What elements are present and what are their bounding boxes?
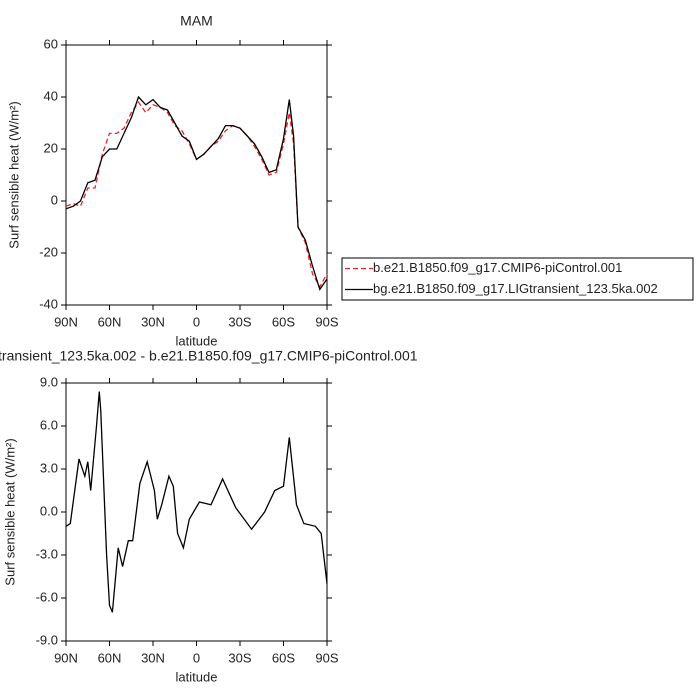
x-tick-label: 90S: [315, 314, 338, 329]
series-line: [65, 391, 328, 613]
x-tick-label: 30N: [141, 314, 165, 329]
x-axis-label: latitude: [176, 669, 218, 684]
y-tick-label: -6.0: [36, 589, 58, 604]
y-axis-label: Surf sensible heat (W/m²): [2, 438, 17, 585]
y-tick-label: 9.0: [40, 374, 58, 389]
x-tick-label: 90N: [54, 314, 78, 329]
x-tick-label: 60N: [98, 650, 122, 665]
y-tick-label: 0.0: [40, 503, 58, 518]
x-tick-label: 30N: [141, 650, 165, 665]
y-tick-label: 6.0: [40, 417, 58, 432]
x-tick-label: 60N: [98, 314, 122, 329]
x-tick-label: 60S: [272, 314, 295, 329]
legend-box: [341, 257, 694, 301]
plot-frame: [65, 44, 328, 306]
y-axis-label: Surf sensible heat (W/m²): [6, 101, 21, 248]
legend-label: b.e21.B1850.f09_g17.CMIP6-piControl.001: [373, 260, 622, 275]
x-tick-label: 90N: [54, 650, 78, 665]
y-tick-label: 40: [44, 88, 58, 103]
series-line: [65, 95, 328, 291]
y-tick-label: -3.0: [36, 546, 58, 561]
x-axis-label: latitude: [176, 333, 218, 348]
y-tick-label: 3.0: [40, 460, 58, 475]
y-tick-label: -20: [39, 244, 58, 259]
x-tick-label: 60S: [272, 650, 295, 665]
y-tick-label: 20: [44, 140, 58, 155]
chart-title: MAM: [180, 13, 213, 29]
x-tick-label: 90S: [315, 650, 338, 665]
x-tick-label: 30S: [228, 650, 251, 665]
x-tick-label: 30S: [228, 314, 251, 329]
series-line: [65, 101, 328, 289]
y-tick-label: 0: [51, 192, 58, 207]
chart-title: LIGtransient_123.5ka.002 - b.e21.B1850.f…: [0, 348, 418, 364]
x-tick-label: 0: [193, 650, 200, 665]
y-tick-label: 60: [44, 36, 58, 51]
y-tick-label: -9.0: [36, 632, 58, 647]
y-tick-label: -40: [39, 296, 58, 311]
legend-label: bg.e21.B1850.f09_g17.LIGtransient_123.5k…: [373, 281, 658, 296]
x-tick-label: 0: [193, 314, 200, 329]
